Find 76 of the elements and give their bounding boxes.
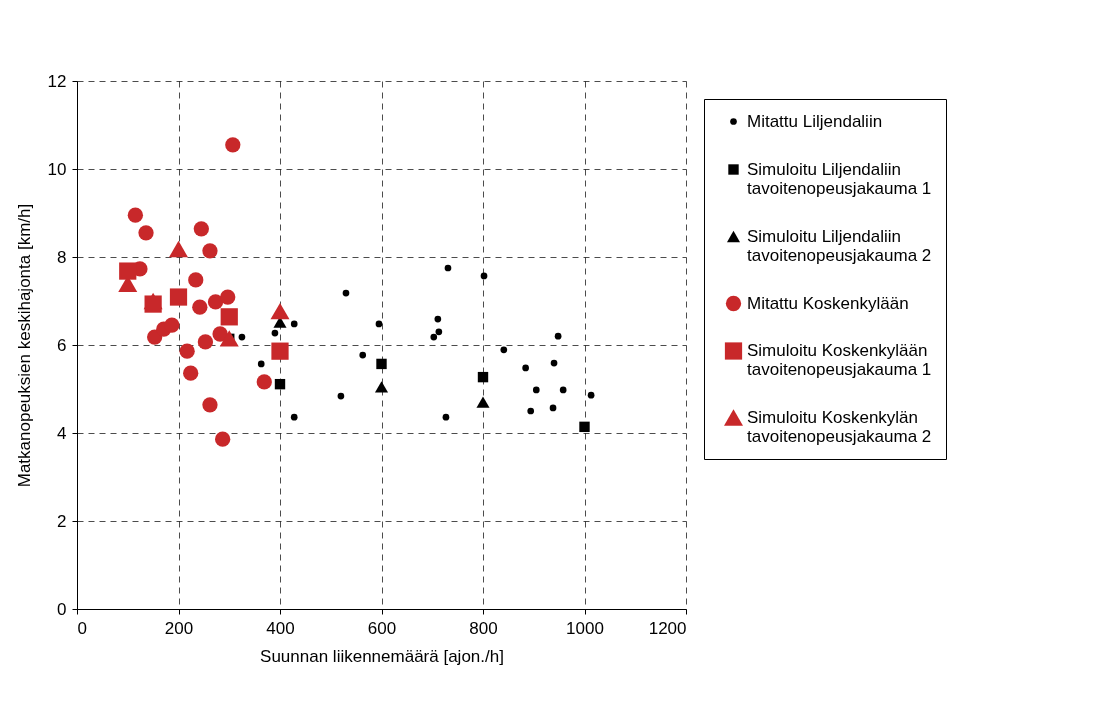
point [554,332,562,340]
legend-label: Simuloitu Koskenkylän tavoitenopeusjakauma 2 [747,407,932,446]
point [212,326,228,342]
point [435,328,443,336]
point [127,207,144,223]
point [256,374,272,390]
x-axis-title: Suunnan liikennemäärä [ajon./h] [260,646,504,666]
point [169,240,188,258]
legend-label: Mitattu Liljendaliin [747,111,883,131]
legend-label: Simuloitu Koskenkylään tavoitenopeusjakauma 1 [747,341,932,379]
point [550,359,558,367]
point [192,299,208,315]
point [522,364,529,372]
point [270,302,290,320]
x-tick-label: 1000 [566,618,604,638]
point [219,330,239,347]
legend-label: Simuloitu Liljendaliin tavoitenopeusjakauma 2 [747,226,932,265]
point [138,225,154,241]
point [434,315,442,323]
x-tick-label: 200 [164,618,194,638]
x-tick-label: 1200 [648,618,687,638]
x-tick-label: 600 [367,618,397,638]
y-tick-label: 4 [57,423,67,443]
point [532,386,540,394]
y-tick-label: 2 [57,511,67,531]
x-tick-label: 800 [469,618,498,638]
point [374,381,389,393]
point [444,264,452,272]
point [359,351,367,359]
x-tick-label: 0 [77,618,87,638]
point [579,421,590,433]
point [202,397,218,413]
point [500,346,508,354]
y-tick-label: 0 [57,599,67,619]
point [290,413,298,421]
point [527,407,535,415]
point [274,378,286,390]
y-tick-label: 12 [47,71,67,91]
point [183,365,199,381]
point [476,396,490,408]
point [442,413,450,421]
point [197,334,214,350]
legend-label: Simuloitu Liljendaliin tavoitenopeusjakauma 1 [747,159,932,198]
point [207,294,224,310]
point [215,431,231,447]
point [164,317,180,333]
point [290,320,298,328]
y-tick-label: 6 [57,335,67,355]
point [225,137,241,153]
point [337,392,345,400]
legend-label: Mitattu Koskenkylään [747,293,909,313]
point [477,371,489,383]
y-tick-label: 8 [57,247,67,267]
point [342,289,350,297]
point [220,308,238,326]
point [376,358,387,370]
point [169,288,188,306]
point [375,320,383,328]
y-tick-label: 10 [47,159,67,179]
x-tick-label: 400 [266,618,295,638]
point [188,272,204,288]
point [179,343,195,359]
point [119,262,137,280]
point [257,360,265,368]
point [549,404,557,412]
point [220,289,236,305]
point [587,391,595,399]
point [271,329,279,337]
point [480,272,488,280]
point [271,342,289,360]
point [193,221,209,237]
y-axis-title: Matkanopeuksien keskihajonta [km/h] [14,203,34,488]
point [238,333,246,341]
point [202,243,218,259]
point [430,333,438,341]
point [559,386,567,394]
